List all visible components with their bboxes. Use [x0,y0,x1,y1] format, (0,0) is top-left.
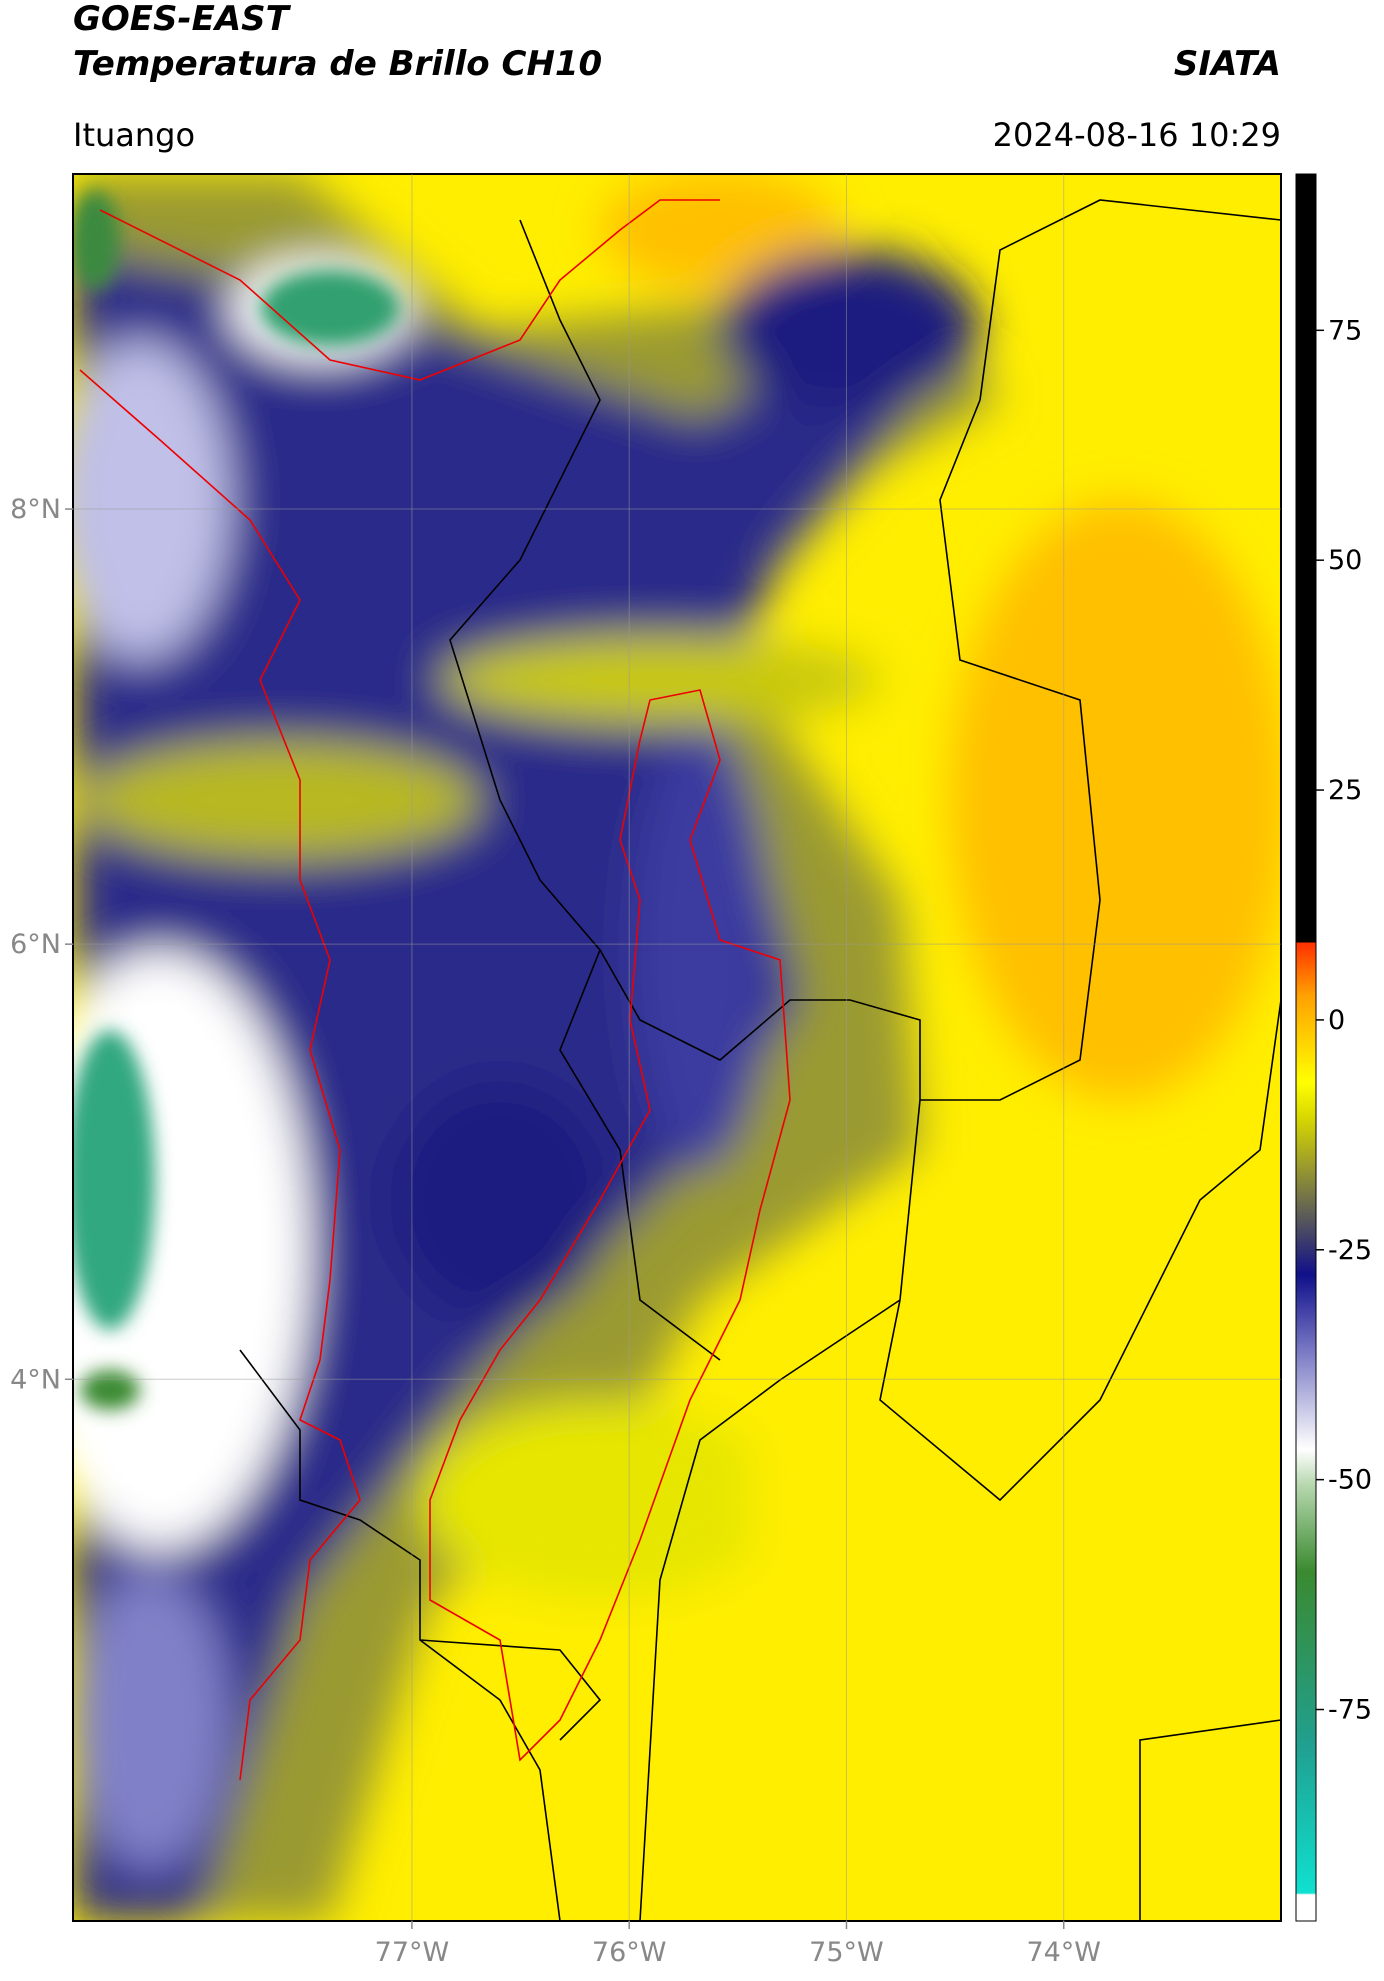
colorbar-tick-label: 25 [1328,775,1362,806]
colorbar-tick-label: -75 [1328,1695,1372,1726]
location: Ituango [73,116,195,154]
map-frame [72,173,1282,1922]
source: SIATA [1174,44,1281,84]
colorbar-tick-label: -50 [1328,1465,1372,1496]
colorbar [1295,173,1317,1922]
satellite-image [73,174,1281,1921]
y-tick-label: 4°N [10,1364,61,1395]
colorbar-tick-label: 50 [1328,545,1362,576]
x-tick-label: 76°W [592,1937,667,1968]
colorbar-tick-label: 75 [1328,315,1362,346]
x-tick-label: 74°W [1026,1937,1101,1968]
x-tick-label: 75°W [809,1937,884,1968]
x-tick-label: 77°W [375,1937,450,1968]
colorbar-tick-label: 0 [1328,1005,1345,1036]
y-tick-label: 6°N [10,929,61,960]
title: GOES-EAST [73,0,292,39]
y-tick-label: 8°N [10,494,61,525]
colorbar-tick-label: -25 [1328,1235,1372,1266]
subtitle: Temperatura de Brillo CH10 [73,44,602,84]
timestamp: 2024-08-16 10:29 [993,116,1281,154]
